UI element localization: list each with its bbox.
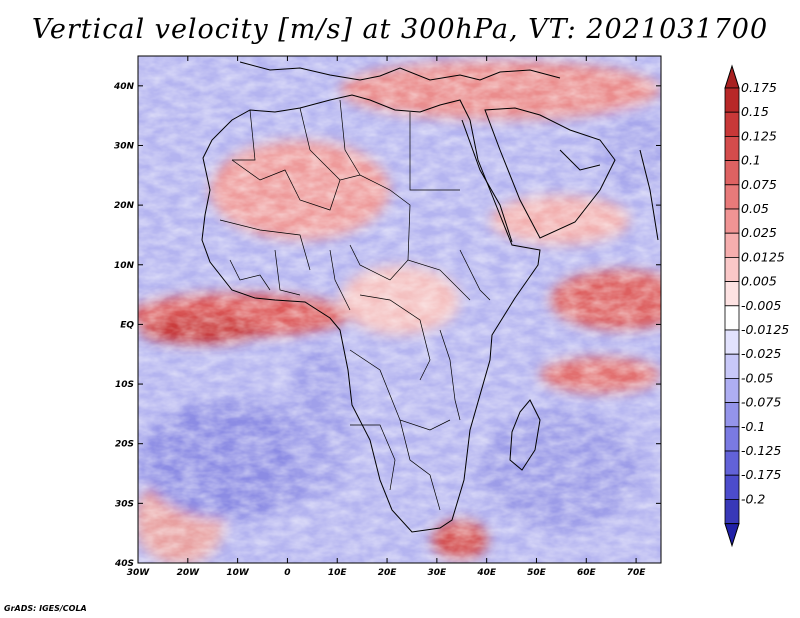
latitude-axis: 40N 30N 20N 10N EQ 10S 20S 30S 40S xyxy=(113,82,661,569)
lat-tick-label: 10S xyxy=(115,380,134,390)
map-frame xyxy=(137,55,662,564)
lon-tick-label: 0 xyxy=(284,568,290,578)
lat-tick-label: 10N xyxy=(114,261,135,271)
colorbar-label: -0.075 xyxy=(741,395,781,410)
lat-tick-label: 30N xyxy=(114,141,135,151)
lon-tick-label: 60E xyxy=(577,568,597,578)
colorbar-swatch xyxy=(724,208,740,234)
colorbar-swatch xyxy=(724,160,740,186)
lon-tick-label: 10E xyxy=(328,568,348,578)
colorbar-swatch xyxy=(724,450,740,476)
colorbar-swatch xyxy=(724,474,740,500)
colorbar-swatch xyxy=(724,353,740,379)
colorbar-swatch xyxy=(724,232,740,258)
field-texture xyxy=(138,56,661,563)
colorbar-label: -0.025 xyxy=(741,346,781,361)
colorbar-swatch xyxy=(724,402,740,428)
colorbar-label: -0.005 xyxy=(741,298,781,313)
colorbar-swatch xyxy=(724,377,740,403)
europe-coastline xyxy=(239,61,561,81)
colorbar-label: -0.05 xyxy=(741,370,773,385)
colorbar-swatch xyxy=(724,256,740,282)
lon-tick-label: 10W xyxy=(226,568,250,578)
arabia-coastline xyxy=(484,107,616,239)
colorbar-swatch xyxy=(724,135,740,161)
lon-tick-label: 20E xyxy=(378,568,398,578)
colorbar-label: 0.1 xyxy=(741,153,761,168)
country-borders xyxy=(219,99,491,511)
persian-gulf xyxy=(559,149,601,171)
lon-tick-label: 30W xyxy=(127,568,151,578)
colorbar-bottom-arrow xyxy=(724,523,740,548)
colorbar-swatch xyxy=(724,329,740,355)
colorbar-label: -0.1 xyxy=(741,419,765,434)
grads-credit: GrADS: IGES/COLA xyxy=(4,604,87,613)
colorbar-label: 0.025 xyxy=(741,225,777,240)
lat-tick-label: EQ xyxy=(120,320,134,330)
colorbar-label: -0.175 xyxy=(741,467,781,482)
colorbar-swatch xyxy=(724,426,740,452)
madagascar xyxy=(509,399,541,471)
colorbar-label: 0.05 xyxy=(741,201,769,216)
red-sea xyxy=(461,119,513,243)
lon-tick-label: 50E xyxy=(527,568,547,578)
colorbar-label: -0.0125 xyxy=(741,322,789,337)
colorbar-swatch xyxy=(724,111,740,137)
lon-tick-label: 20W xyxy=(177,568,201,578)
colorbar-label: 0.0125 xyxy=(741,249,785,264)
colorbar-label: 0.125 xyxy=(741,128,777,143)
lat-tick-label: 40S xyxy=(114,559,134,569)
longitude-axis: 30W 20W 10W 0 10E 20E 30E 40E 50E 60E 70E xyxy=(127,56,647,578)
colorbar-swatch xyxy=(724,184,740,210)
colorbar-label: 0.15 xyxy=(741,104,769,119)
lon-tick-label: 30E xyxy=(428,568,448,578)
india-west-coast xyxy=(639,149,659,241)
colorbar-swatch xyxy=(724,305,740,331)
colorbar-top-arrow xyxy=(724,64,740,89)
lon-tick-label: 70E xyxy=(627,568,647,578)
lat-tick-label: 30S xyxy=(115,499,134,509)
colorbar-label: -0.125 xyxy=(741,443,781,458)
lat-tick-label: 20N xyxy=(114,201,135,211)
colorbar-label: 0.175 xyxy=(741,80,777,95)
coastlines xyxy=(201,61,659,533)
colorbar-label: 0.075 xyxy=(741,177,777,192)
colorbar-swatch xyxy=(724,281,740,307)
africa-coastline xyxy=(201,94,541,533)
map-plot-area: 40N 30N 20N 10N EQ 10S 20S 30S 40S 30W 20W 10W 0 10E… xyxy=(113,55,662,578)
lat-tick-label: 20S xyxy=(115,440,134,450)
lat-tick-label: 40N xyxy=(113,82,135,92)
colorbar-label: 0.005 xyxy=(741,274,777,289)
lon-tick-label: 40E xyxy=(476,568,497,578)
map-title: Vertical velocity [m/s] at 300hPa, VT: 2… xyxy=(31,14,769,45)
colorbar-swatch xyxy=(724,498,740,524)
colorbar-label: -0.2 xyxy=(741,491,765,506)
colorbar-swatch xyxy=(724,87,740,113)
colorbar: 0.175 0.15 0.125 0.1 0.075 0.05 0.025 0.0125 0.0… xyxy=(724,64,789,548)
